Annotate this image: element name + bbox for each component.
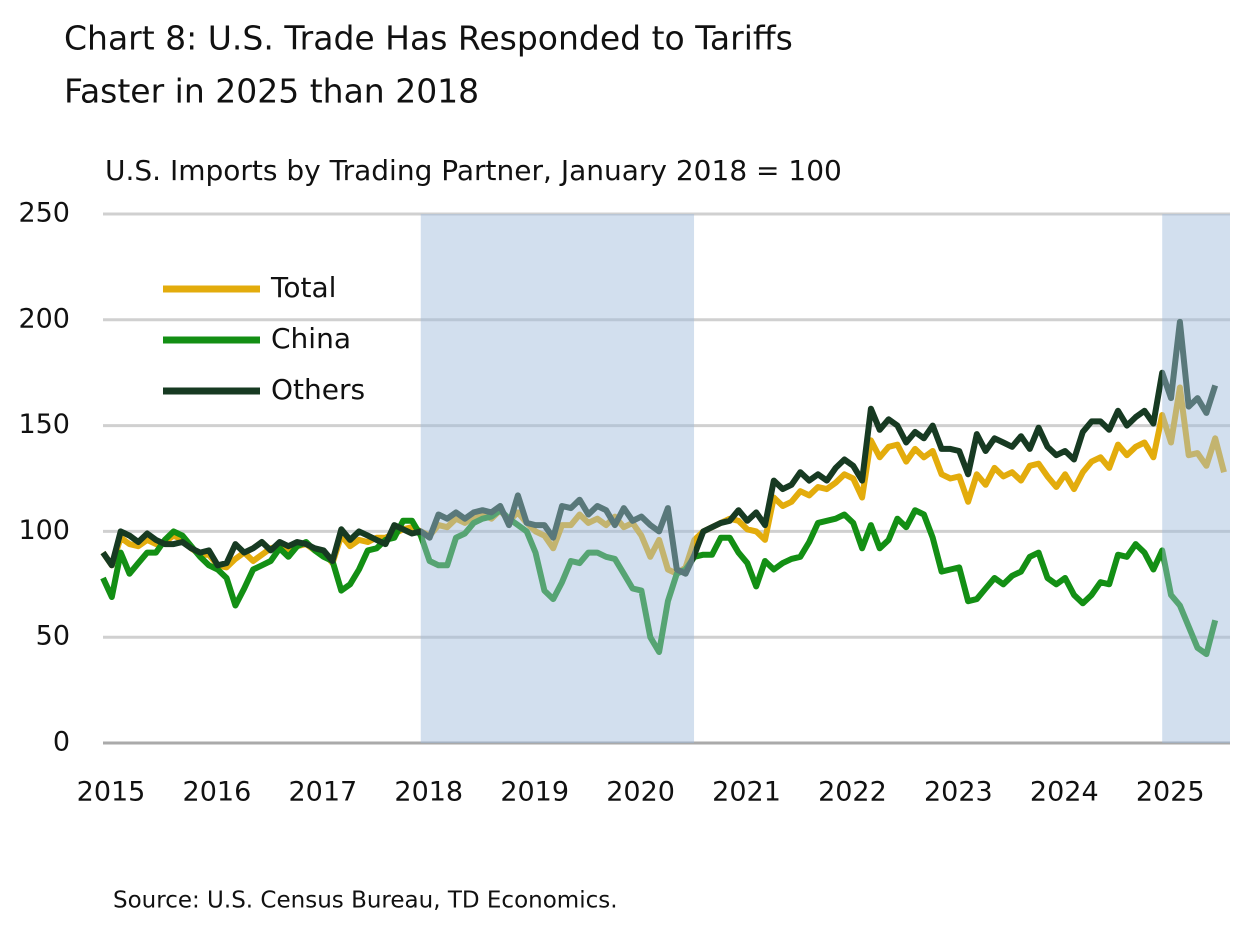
x-tick-label: 2019 [500,777,569,808]
x-tick-label: 2025 [1136,777,1205,808]
series-line [100,507,1219,658]
legend-label: Others [271,373,365,406]
series-line [100,318,1219,577]
source-note: Source: U.S. Census Bureau, TD Economics… [113,888,618,914]
legend-label: China [271,322,351,355]
y-tick-label: 200 [18,303,70,334]
y-tick-label: 50 [36,621,70,652]
y-tick-label: 150 [18,409,70,440]
shaded-period [1162,214,1230,743]
shaded-period [420,214,695,743]
y-tick-label: 0 [53,727,70,758]
x-tick-label: 2015 [77,777,146,808]
y-tick-label: 250 [18,198,70,229]
y-tick-label: 100 [18,515,70,546]
x-tick-label: 2020 [606,777,675,808]
chart-title: Faster in 2025 than 2018 [64,72,479,111]
x-tick-label: 2023 [924,777,993,808]
x-tick-label: 2016 [183,777,252,808]
x-tick-label: 2024 [1030,777,1099,808]
chart-title: Chart 8: U.S. Trade Has Responded to Tar… [64,19,793,58]
x-tick-label: 2018 [394,777,463,808]
x-tick-label: 2022 [818,777,887,808]
x-tick-label: 2021 [712,777,781,808]
x-tick-label: 2017 [288,777,357,808]
chart-subtitle: U.S. Imports by Trading Partner, January… [105,154,842,187]
legend-label: Total [270,271,336,304]
